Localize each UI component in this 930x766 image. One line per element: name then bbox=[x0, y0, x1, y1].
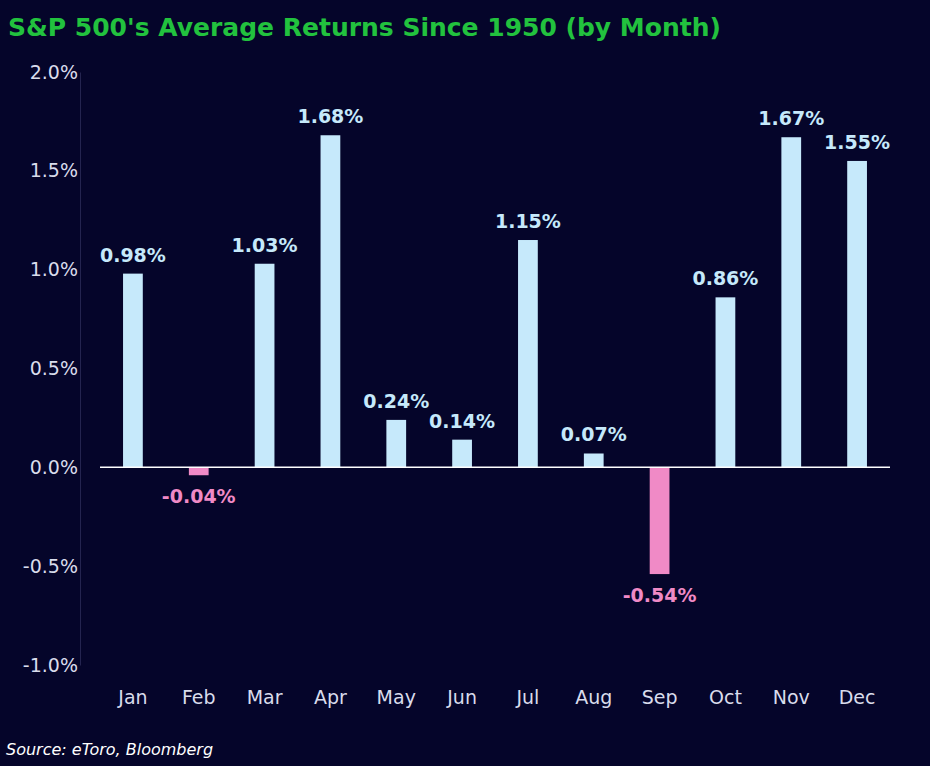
y-tick: 2.0% bbox=[30, 61, 80, 83]
x-axis: Jan Feb Mar Apr May Jun Jul Aug Sep Oct Nov Dec bbox=[117, 681, 875, 708]
chart: S&P 500's Average Returns Since 1950 (by… bbox=[0, 0, 930, 766]
bar bbox=[255, 264, 275, 468]
bar bbox=[189, 467, 209, 475]
data-label: 0.24% bbox=[363, 390, 429, 412]
x-tick: Jul bbox=[515, 681, 539, 708]
bar bbox=[321, 135, 341, 467]
x-tick-label: Mar bbox=[247, 686, 283, 708]
x-tick: Apr bbox=[314, 681, 347, 708]
data-label: 1.03% bbox=[232, 234, 298, 256]
x-tick-label: Aug bbox=[575, 686, 612, 708]
data-label: 1.15% bbox=[495, 210, 561, 232]
bar bbox=[650, 467, 670, 574]
bar bbox=[584, 453, 604, 467]
y-tick-label: 2.0% bbox=[30, 61, 78, 83]
x-tick-label: Dec bbox=[839, 686, 876, 708]
y-tick: -0.5% bbox=[23, 555, 80, 577]
x-tick-label: Nov bbox=[773, 686, 810, 708]
x-tick: Nov bbox=[773, 681, 810, 708]
x-tick: Oct bbox=[709, 681, 742, 708]
data-label: 0.86% bbox=[692, 267, 758, 289]
x-tick: Jan bbox=[117, 681, 147, 708]
y-axis-line bbox=[80, 73, 81, 666]
x-tick: Sep bbox=[642, 681, 678, 708]
y-tick-label: 0.0% bbox=[30, 456, 78, 478]
y-tick: 0.0% bbox=[30, 456, 80, 478]
source: Source: eToro, Bloomberg bbox=[6, 740, 213, 759]
y-tick: 1.5% bbox=[30, 159, 80, 181]
bar bbox=[781, 137, 801, 467]
x-tick: May bbox=[377, 681, 416, 708]
y-tick-label: 0.5% bbox=[30, 357, 78, 379]
bar bbox=[123, 274, 143, 468]
y-tick: 1.0% bbox=[30, 258, 80, 280]
x-tick: Feb bbox=[182, 681, 216, 708]
data-label: -0.54% bbox=[623, 584, 697, 606]
x-tick-label: Oct bbox=[709, 686, 742, 708]
y-axis: -1.0% -0.5% 0.0% 0.5% 1.0% 1.5% 2.0% bbox=[23, 61, 81, 676]
bar bbox=[518, 240, 538, 467]
bar bbox=[452, 440, 472, 468]
bar bbox=[847, 161, 867, 467]
x-tick-label: Jun bbox=[446, 686, 477, 708]
bar bbox=[716, 297, 736, 467]
data-label: 1.55% bbox=[824, 131, 890, 153]
data-label: 0.14% bbox=[429, 410, 495, 432]
data-label: 0.98% bbox=[100, 244, 166, 266]
y-tick: -1.0% bbox=[23, 654, 80, 676]
background bbox=[0, 0, 930, 766]
y-tick-label: 1.0% bbox=[30, 258, 78, 280]
data-label: 1.67% bbox=[758, 107, 824, 129]
x-tick-label: Feb bbox=[182, 686, 216, 708]
x-tick-label: May bbox=[377, 686, 416, 708]
y-tick: 0.5% bbox=[30, 357, 80, 379]
x-tick-label: Jan bbox=[117, 686, 147, 708]
y-tick-label: 1.5% bbox=[30, 159, 78, 181]
x-tick-label: Jul bbox=[515, 686, 539, 708]
x-tick: Jun bbox=[446, 681, 477, 708]
x-tick-label: Apr bbox=[314, 686, 347, 708]
x-tick: Dec bbox=[839, 681, 876, 708]
zero-line bbox=[100, 467, 890, 469]
data-label: 1.68% bbox=[297, 105, 363, 127]
y-tick-label: -0.5% bbox=[23, 555, 78, 577]
y-tick-label: -1.0% bbox=[23, 654, 78, 676]
x-tick: Aug bbox=[575, 681, 612, 708]
x-tick: Mar bbox=[247, 681, 283, 708]
data-label: 0.07% bbox=[561, 423, 627, 445]
data-labels: 0.98% -0.04% 1.03% 1.68% 0.24%0.14% 1.15% 0.07… bbox=[100, 105, 890, 606]
x-tick-label: Sep bbox=[642, 686, 678, 708]
bar bbox=[386, 420, 406, 467]
title: S&P 500's Average Returns Since 1950 (by… bbox=[8, 13, 721, 42]
bars bbox=[123, 135, 867, 574]
data-label: -0.04% bbox=[162, 485, 236, 507]
